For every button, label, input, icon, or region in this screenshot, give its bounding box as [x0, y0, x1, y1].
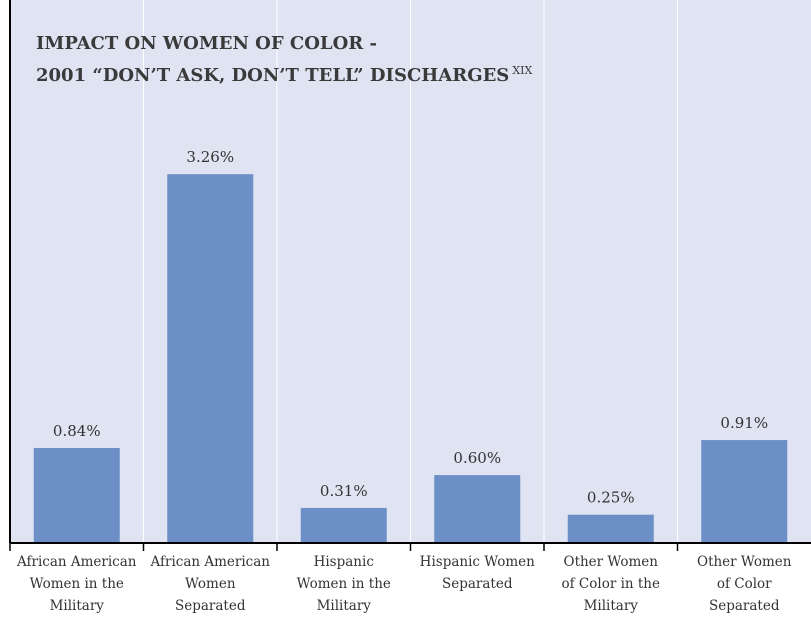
x-tick-label-line: Military [584, 598, 639, 614]
x-tick-label-line: Separated [709, 598, 780, 614]
x-tick-label: Hispanic Women in the Military [297, 554, 391, 614]
x-tick-label: African American Women Separated [150, 554, 271, 614]
x-tick-label-line: of Color in the [562, 576, 660, 592]
x-tick-label-line: African American [16, 554, 137, 570]
x-tick-label: Other Women of Color Separated [697, 554, 792, 614]
x-tick-label-line: Other Women [564, 554, 659, 570]
data-label: 0.31% [320, 482, 368, 500]
x-tick-label-line: African American [150, 554, 271, 570]
data-label: 3.26% [186, 148, 234, 166]
bar [33, 447, 120, 543]
x-tick-label-line: Military [317, 598, 372, 614]
x-tick-labels: African American Women in the MilitaryAfri… [16, 554, 792, 614]
chart-subtitle-line: 2001 “DON’T ASK, DON’T TELL” DISCHARGES X… [36, 57, 532, 89]
chart-title-block: IMPACT ON WOMEN OF COLOR - 2001 “DON’T A… [36, 30, 532, 89]
bar [701, 440, 788, 543]
x-tick-label-line: Separated [175, 598, 246, 614]
data-label: 0.25% [587, 489, 635, 507]
data-label: 0.84% [53, 422, 101, 440]
x-tick-label-line: Hispanic [314, 554, 374, 570]
bar [567, 514, 654, 543]
x-tick-label-line: Other Women [697, 554, 792, 570]
chart-title: IMPACT ON WOMEN OF COLOR - [36, 33, 377, 54]
chart-title-footnote: XIX [512, 64, 533, 77]
bar [434, 475, 521, 543]
grid-lines [143, 0, 678, 543]
data-labels: 0.84% 3.26% 0.31% 0.60% 0.25% 0.91% [53, 148, 768, 507]
x-tick-label: African American Women in the Military [16, 554, 137, 614]
chart-subtitle: 2001 “DON’T ASK, DON’T TELL” DISCHARGES [36, 65, 510, 86]
data-label: 0.91% [720, 414, 768, 432]
bar [300, 507, 387, 543]
x-tick-label-line: Women [185, 576, 236, 592]
x-tick-label: Other Women of Color in the Military [562, 554, 660, 614]
x-tick-label-line: Women in the [30, 576, 124, 592]
x-tick-label-line: Women in the [297, 576, 391, 592]
data-label: 0.60% [453, 449, 501, 467]
x-tick-label-line: Military [50, 598, 105, 614]
x-tick-label-line: Separated [442, 576, 513, 592]
axes [9, 0, 811, 551]
bars [33, 174, 788, 543]
bar [167, 174, 254, 543]
x-tick-label-line: of Color [717, 576, 772, 592]
x-tick-label-line: Hispanic Women [420, 554, 535, 570]
x-tick-label: Hispanic Women Separated [420, 554, 535, 592]
